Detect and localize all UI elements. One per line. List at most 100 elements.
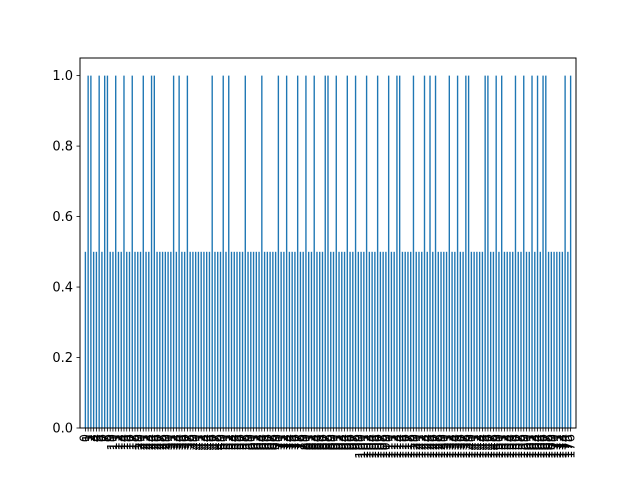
x-tick-label: 135 — [451, 434, 466, 459]
axes-frame — [79, 57, 577, 429]
bar — [531, 75, 533, 429]
bar — [156, 251, 158, 428]
x-tick-label: 54 — [227, 434, 242, 451]
x-tick-label: 37 — [180, 434, 195, 451]
bar — [236, 251, 238, 428]
bar — [200, 251, 202, 428]
bar — [539, 251, 541, 428]
bar — [343, 251, 346, 428]
x-tick-label: 18 — [128, 434, 143, 451]
bar — [95, 251, 98, 428]
y-tick-label: 0.8 — [52, 140, 73, 155]
x-tick-label: 34 — [172, 434, 187, 451]
bar — [528, 251, 530, 428]
bar — [470, 251, 473, 428]
bar — [142, 75, 144, 429]
bar — [172, 75, 175, 429]
x-tick-label: 153 — [500, 434, 515, 459]
bar — [357, 251, 360, 428]
x-tick-label: 73 — [280, 434, 295, 451]
bar — [558, 251, 561, 428]
x-tick-label: 146 — [481, 434, 496, 459]
x-tick-label: 103 — [362, 434, 377, 459]
x-tick-label: 137 — [456, 434, 471, 459]
x-tick-label: 21 — [136, 434, 151, 451]
x-tick-label: 8 — [100, 434, 115, 442]
x-tick-label: 129 — [434, 434, 449, 459]
bar — [319, 251, 321, 428]
bar — [387, 75, 390, 429]
bar — [376, 75, 379, 429]
bar — [536, 75, 539, 429]
x-tick-label: 59 — [241, 434, 256, 451]
x-tick-label: 110 — [382, 434, 397, 459]
bar — [498, 251, 500, 428]
x-tick-label: 106 — [371, 434, 386, 459]
bar — [410, 251, 412, 428]
x-tick-label: 3 — [87, 434, 102, 442]
bar — [145, 251, 147, 428]
y-tick-label: 0.4 — [52, 281, 73, 296]
x-tick-label: 151 — [495, 434, 510, 459]
bar — [288, 251, 291, 428]
x-tick-label: 12 — [111, 434, 126, 451]
bar — [186, 75, 189, 429]
bar — [393, 251, 395, 428]
x-tick-label: 165 — [533, 434, 548, 459]
bar — [385, 251, 387, 428]
bar — [501, 75, 503, 429]
x-tick-label: 7 — [98, 434, 113, 442]
bar — [283, 251, 285, 428]
x-tick-label: 36 — [178, 434, 193, 451]
x-tick-label: 163 — [528, 434, 543, 459]
bar — [360, 251, 362, 428]
bar — [183, 251, 186, 428]
x-tick-label: 15 — [120, 434, 135, 451]
x-tick-label: 121 — [412, 434, 427, 459]
x-tick-label: 58 — [238, 434, 253, 451]
x-tick-label: 66 — [260, 434, 275, 451]
bar — [349, 251, 351, 428]
bar — [567, 251, 569, 428]
bar — [120, 251, 122, 428]
plot-area: 0.00.20.40.60.81.0 012345678910111213141… — [52, 57, 579, 459]
bar — [272, 251, 274, 428]
x-tick-label: 79 — [296, 434, 311, 451]
bar — [330, 251, 332, 428]
bar — [338, 251, 340, 428]
x-tick-label: 136 — [453, 434, 468, 459]
bar — [437, 251, 439, 428]
x-tick-label: 19 — [131, 434, 146, 451]
x-tick-label: 63 — [252, 434, 267, 451]
bar — [390, 251, 393, 428]
bar — [465, 75, 467, 429]
x-tick-label: 86 — [315, 434, 330, 451]
x-tick-label: 23 — [142, 434, 157, 451]
bar — [161, 251, 164, 428]
x-tick-label: 51 — [219, 434, 234, 451]
bar — [280, 251, 282, 428]
bar — [451, 251, 453, 428]
bar — [514, 75, 517, 429]
x-tick-label: 89 — [324, 434, 339, 451]
bar — [266, 251, 269, 428]
bar — [443, 251, 445, 428]
bar — [523, 75, 525, 429]
bar — [542, 75, 544, 429]
y-tick-label: 0.2 — [52, 351, 73, 366]
x-tick-label: 44 — [200, 434, 215, 451]
bar — [534, 251, 536, 428]
bar — [225, 251, 227, 428]
x-tick-label: 159 — [517, 434, 532, 459]
bar — [194, 251, 197, 428]
x-tick-label: 152 — [497, 434, 512, 459]
x-tick-label: 169 — [544, 434, 559, 459]
bar — [473, 251, 475, 428]
bar — [374, 251, 376, 428]
bar — [230, 251, 233, 428]
bar — [214, 251, 216, 428]
bar — [181, 251, 183, 428]
x-tick-label: 22 — [139, 434, 154, 451]
x-tick-label: 74 — [282, 434, 297, 451]
